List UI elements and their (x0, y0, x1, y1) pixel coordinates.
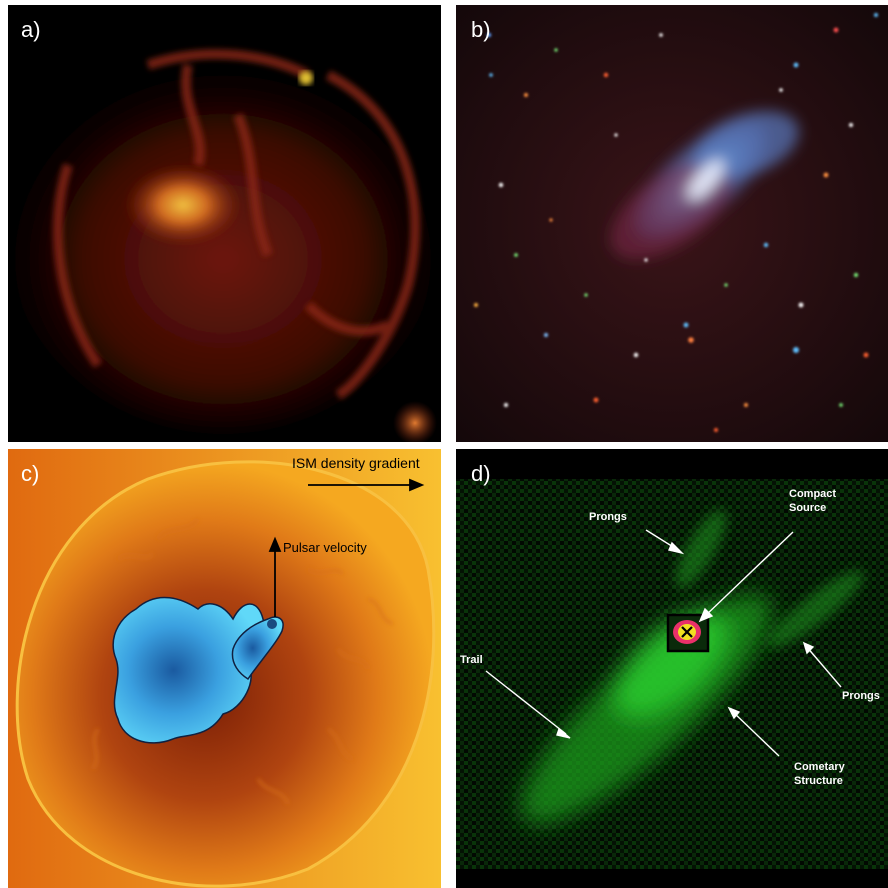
panel-d-counts-map-image: d) Prongs Compact Source Trail Prongs Co… (456, 449, 888, 888)
panel-c-simulation-image: c) ISM density gradient Pulsar velocity (8, 449, 441, 888)
panel-d-image (456, 449, 888, 888)
trail-annotation: Trail (460, 654, 483, 666)
pulsar-velocity-annotation: Pulsar velocity (283, 540, 367, 555)
compact-source-annotation-line2: Source (789, 502, 827, 514)
cometary-structure-annotation-line2: Structure (794, 775, 843, 787)
panel-a-label: a) (21, 17, 41, 42)
panel-c-label: c) (21, 461, 40, 486)
compact-source-annotation-line1: Compact (789, 488, 837, 500)
panel-b-image (456, 5, 888, 442)
panel-b-label: b) (471, 17, 491, 42)
panel-d-label: d) (471, 461, 491, 486)
ism-density-gradient-annotation: ISM density gradient (292, 455, 420, 471)
prongs-right-annotation: Prongs (842, 690, 880, 702)
panel-a-remnant-image: a) (8, 5, 441, 442)
panel-c-image (8, 449, 441, 888)
cometary-structure-annotation-line1: Cometary (794, 761, 845, 773)
panel-a-image (8, 49, 438, 442)
panel-b-nebula-image: b) (456, 5, 888, 442)
prongs-top-annotation: Prongs (589, 511, 627, 523)
